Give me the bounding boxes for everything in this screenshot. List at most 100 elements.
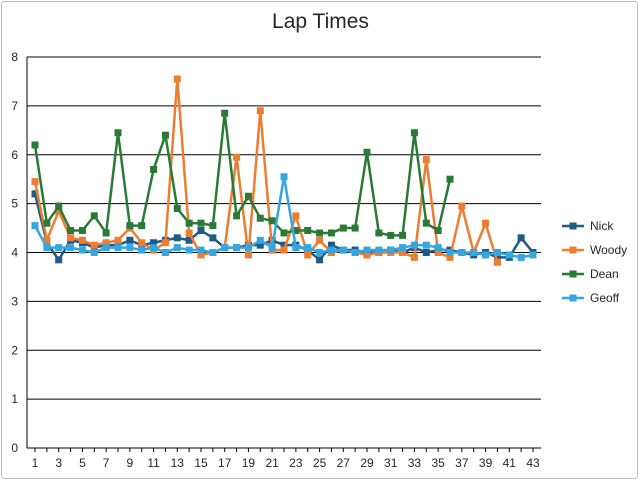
series-woody: [31, 75, 501, 266]
legend-swatch-marker: [569, 222, 577, 230]
data-point: [221, 109, 229, 117]
data-point: [422, 156, 430, 164]
data-point: [102, 239, 110, 247]
gridlines: [26, 56, 541, 449]
data-point: [185, 236, 193, 244]
data-point: [67, 234, 75, 242]
data-point: [529, 251, 537, 259]
data-point: [292, 212, 300, 220]
data-point: [458, 202, 466, 210]
data-point: [517, 234, 525, 242]
data-point: [458, 249, 466, 256]
series-geoff: [31, 173, 537, 261]
data-point: [327, 241, 335, 249]
data-point: [387, 231, 395, 239]
x-tick-label: 29: [360, 456, 374, 470]
data-point: [150, 239, 158, 247]
data-point: [304, 227, 312, 235]
data-point: [493, 253, 501, 261]
data-point: [185, 246, 193, 254]
series-dean: [31, 109, 454, 239]
x-tick-label: 37: [455, 456, 469, 470]
data-point: [363, 251, 371, 259]
data-point: [434, 249, 442, 256]
data-point: [209, 234, 217, 242]
data-point: [78, 236, 86, 244]
data-point: [221, 244, 229, 252]
data-point: [197, 227, 205, 235]
legend-item-woody: Woody: [562, 243, 627, 257]
data-point: [399, 249, 407, 256]
data-point: [197, 219, 205, 227]
data-point: [67, 244, 75, 252]
data-point: [387, 246, 395, 254]
y-axis-ticks: 0 1 2 3 4 5 6 7 8: [11, 50, 18, 455]
data-point: [209, 249, 217, 256]
data-point: [375, 229, 383, 237]
data-point: [114, 129, 122, 137]
data-point: [78, 246, 86, 254]
data-point: [482, 251, 490, 259]
x-tick-label: 41: [503, 456, 517, 470]
x-tick-label: 17: [218, 456, 232, 470]
y-tick-label: 6: [11, 148, 18, 162]
data-point: [55, 202, 63, 210]
data-point: [161, 249, 169, 256]
legend-item-dean: Dean: [562, 267, 619, 281]
data-point: [316, 249, 324, 256]
data-point: [244, 251, 252, 259]
data-point: [327, 229, 335, 237]
legend-swatch-marker: [569, 246, 577, 254]
series-line: [33, 77, 499, 263]
data-point: [233, 153, 241, 161]
data-point: [363, 148, 371, 156]
legend-label: Woody: [590, 243, 627, 257]
x-tick-label: 27: [337, 456, 351, 470]
data-point: [90, 249, 98, 256]
data-point: [446, 175, 454, 183]
y-tick-label: 8: [11, 50, 18, 64]
data-point: [446, 249, 454, 256]
data-point: [150, 165, 158, 173]
data-point: [126, 222, 134, 230]
data-point: [493, 258, 501, 266]
data-point: [31, 178, 39, 186]
x-tick-label: 23: [289, 456, 303, 470]
data-point: [233, 212, 241, 220]
data-point: [422, 249, 430, 256]
data-point: [410, 241, 418, 249]
data-point: [209, 222, 217, 230]
data-point: [67, 227, 75, 235]
data-point: [126, 244, 134, 252]
data-point: [410, 129, 418, 137]
data-point: [268, 244, 276, 252]
data-point: [280, 173, 288, 181]
x-tick-label: 5: [79, 456, 86, 470]
data-point: [505, 251, 513, 259]
x-tick-label: 3: [55, 456, 62, 470]
x-tick-label: 39: [479, 456, 493, 470]
data-point: [399, 244, 407, 252]
x-tick-label: 13: [171, 456, 185, 470]
data-point: [256, 236, 264, 244]
data-point: [434, 244, 442, 252]
data-point: [375, 246, 383, 254]
data-point: [422, 241, 430, 249]
y-tick-label: 0: [11, 441, 18, 455]
data-point: [339, 246, 347, 254]
data-point: [280, 229, 288, 237]
legend: Nick Woody Dean Geoff: [562, 219, 627, 305]
data-point: [268, 217, 276, 225]
data-point: [90, 241, 98, 249]
data-point: [55, 207, 63, 215]
legend-item-geoff: Geoff: [562, 291, 620, 305]
data-point: [410, 253, 418, 261]
data-point: [304, 244, 312, 252]
data-point: [316, 229, 324, 237]
data-point: [292, 227, 300, 235]
data-point: [114, 244, 122, 252]
data-point: [150, 244, 158, 252]
legend-swatch-marker: [569, 270, 577, 278]
data-point: [31, 222, 39, 230]
